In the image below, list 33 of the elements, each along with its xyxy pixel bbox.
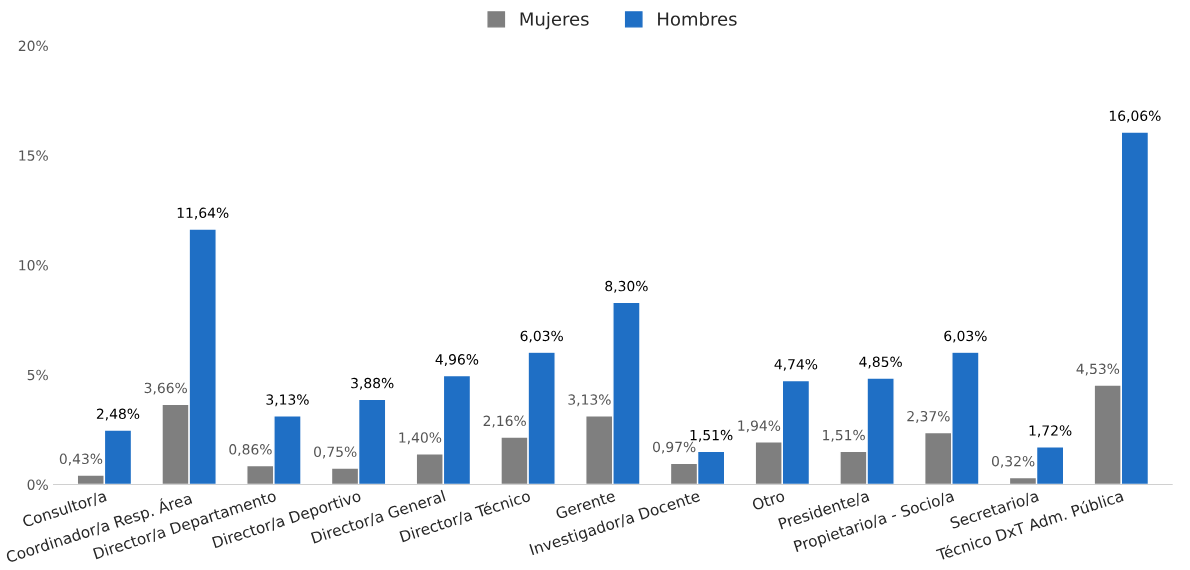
data-label: 4,85%	[859, 356, 902, 369]
legend-label: Mujeres	[520, 11, 589, 30]
data-label: 1,94%	[738, 420, 781, 433]
data-label: 1,40%	[399, 432, 442, 445]
data-label: 1,51%	[690, 429, 733, 442]
data-label: 2,16%	[483, 415, 526, 428]
data-label: 2,37%	[907, 410, 950, 423]
data-label: 0,32%	[991, 455, 1035, 468]
data-label: 3,66%	[144, 382, 187, 395]
data-label: 6,03%	[944, 330, 987, 343]
data-label: 4,74%	[774, 358, 818, 371]
data-label: 0,43%	[59, 453, 103, 466]
data-label: 1,72%	[1029, 425, 1072, 438]
data-label: 3,13%	[568, 394, 611, 407]
data-label: 4,96%	[435, 354, 479, 367]
y-tick-label: 15%	[19, 150, 48, 161]
data-label: 8,30%	[605, 280, 648, 293]
data-label: 16,06%	[1109, 110, 1161, 123]
data-label: 3,13%	[266, 394, 309, 407]
y-tick-label: 20%	[18, 40, 48, 52]
y-tick-label: 0%	[27, 479, 48, 490]
y-tick-label: 5%	[27, 369, 48, 381]
data-label: 11,64%	[177, 207, 229, 220]
data-label: 4,53%	[1076, 363, 1120, 376]
data-label: 1,51%	[823, 429, 865, 442]
data-label: 2,48%	[96, 408, 140, 421]
data-label: 6,03%	[520, 330, 563, 343]
data-label: 3,88%	[351, 377, 394, 390]
data-label: 0,75%	[314, 446, 357, 459]
y-tick-label: 10%	[19, 260, 48, 271]
data-label: 0,86%	[229, 444, 272, 457]
legend-label: Hombres	[658, 11, 737, 26]
data-label: 0,97%	[653, 441, 696, 454]
